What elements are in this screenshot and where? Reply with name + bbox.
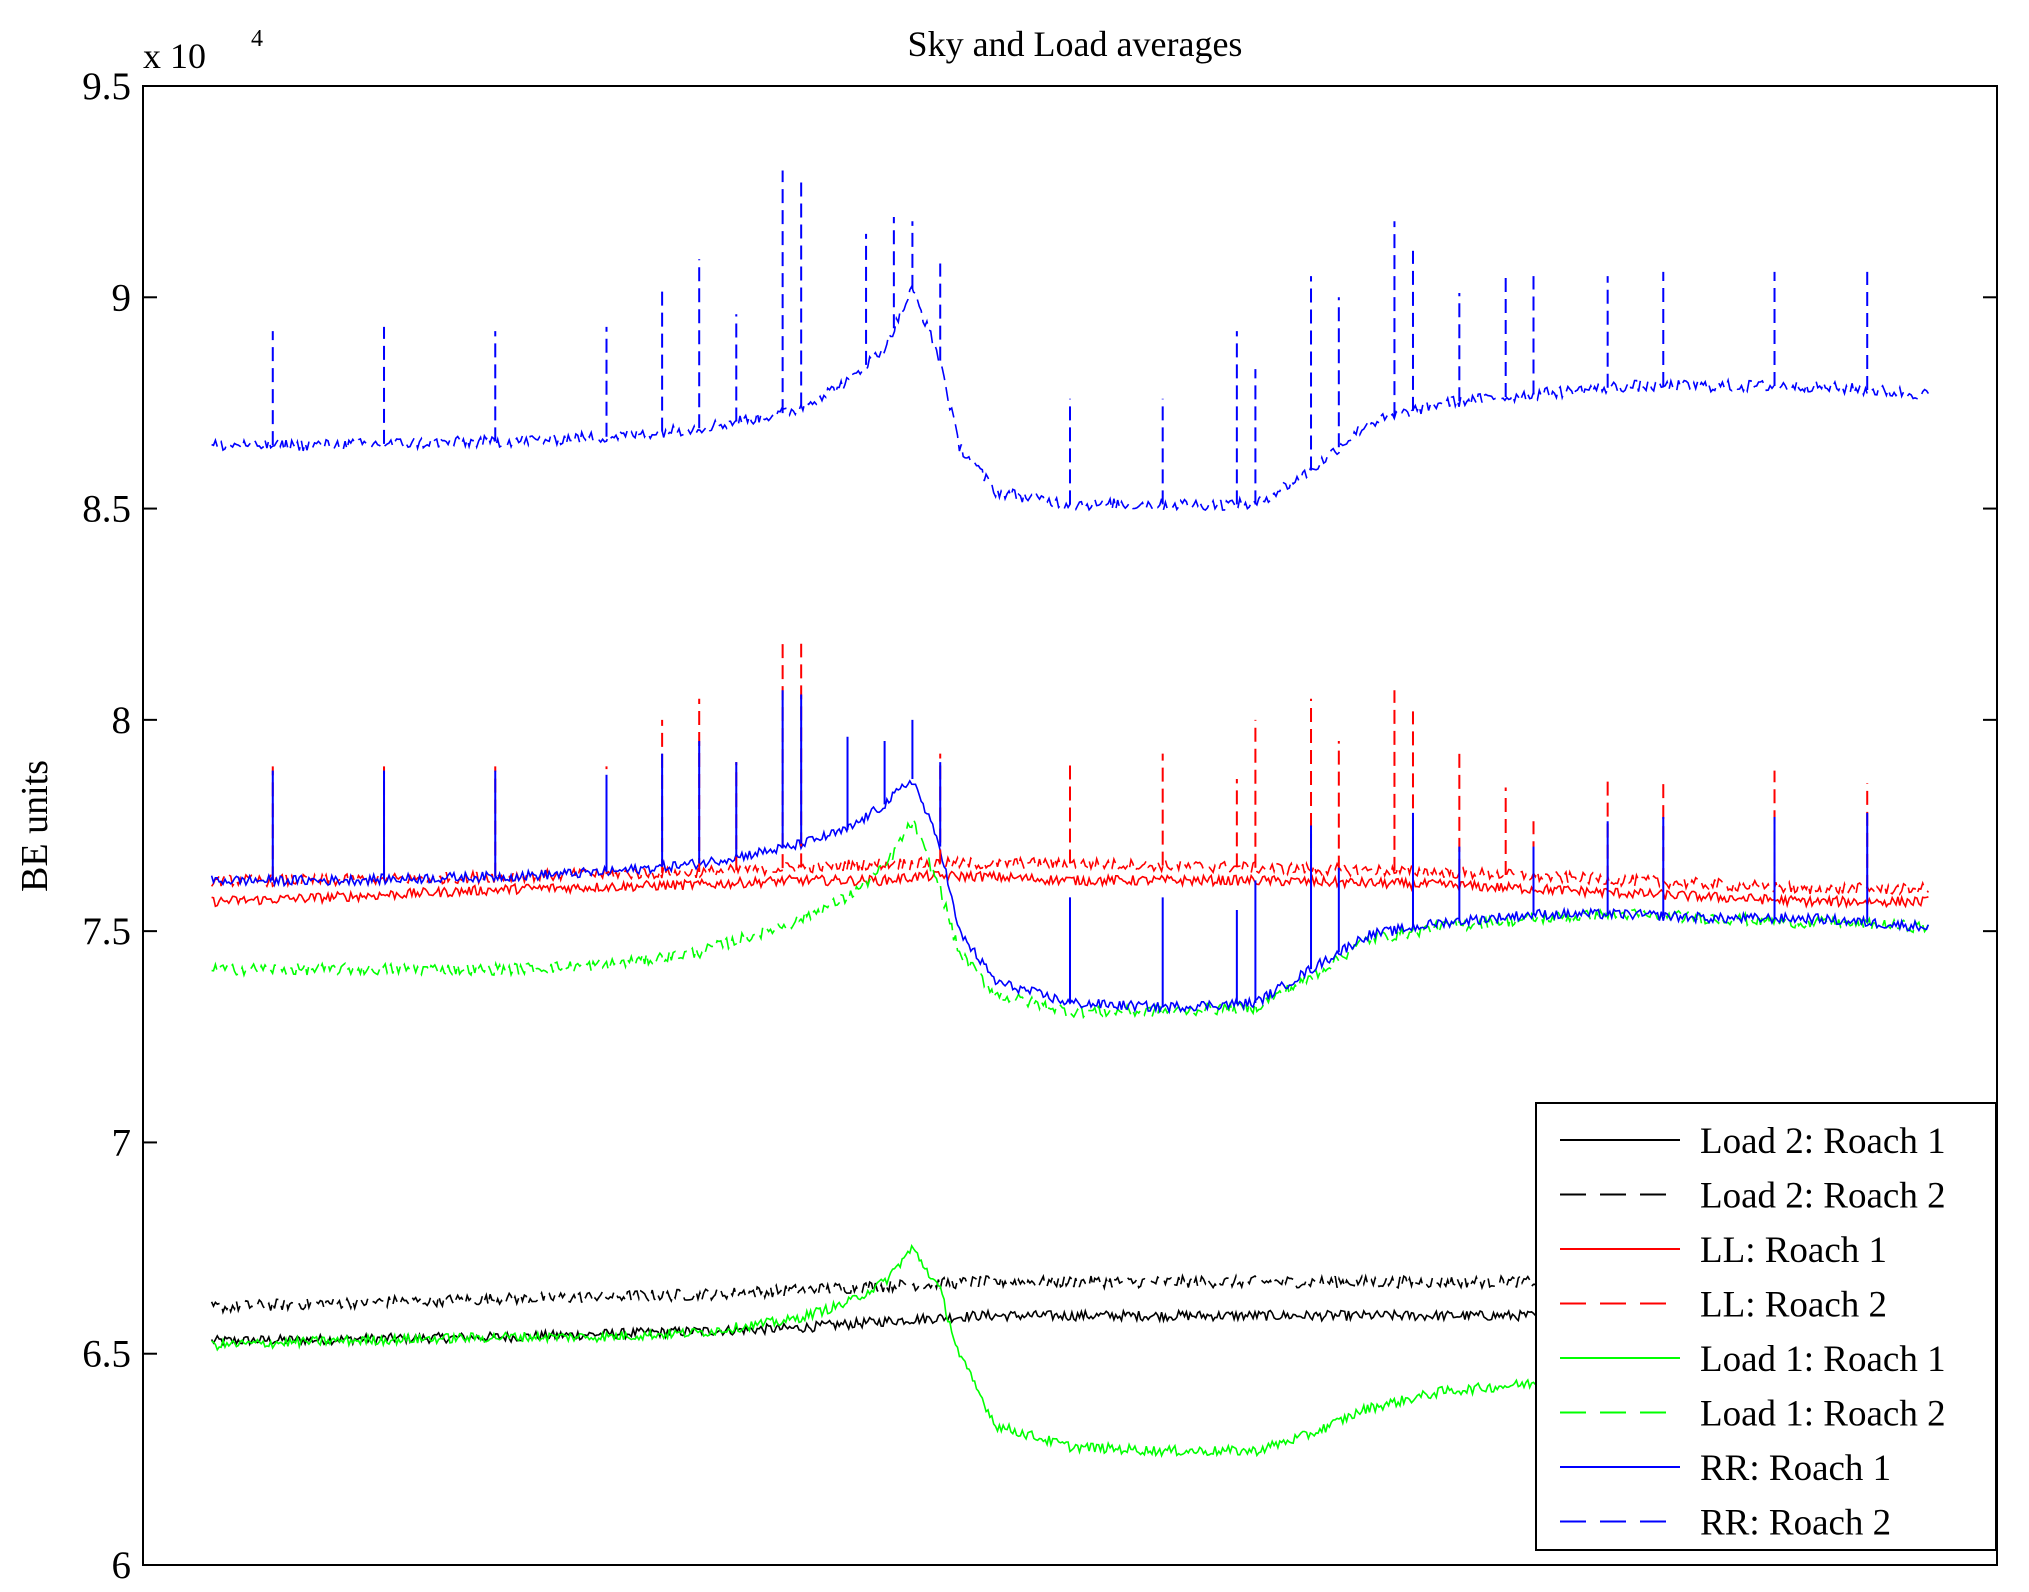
- legend-label: LL: Roach 1: [1700, 1230, 1887, 1271]
- y-exponent-base: x 10: [143, 36, 206, 76]
- y-tick-label: 6.5: [82, 1333, 131, 1376]
- series-line-rr-roach-1: [210, 779, 1930, 1015]
- y-tick-label: 8.5: [82, 488, 131, 531]
- chart-title: Sky and Load averages: [908, 24, 1243, 64]
- legend-box: [1535, 1102, 1997, 1551]
- y-tick-label: 9: [112, 276, 132, 319]
- y-exponent-power: 4: [251, 26, 263, 52]
- legend-label: RR: Roach 1: [1700, 1448, 1891, 1489]
- series-line-ll-roach-1: [211, 868, 1929, 909]
- legend-label: Load 2: Roach 2: [1700, 1176, 1946, 1217]
- legend-items: Load 2: Roach 1 Load 2: Roach 2 LL: Roach …: [1560, 1121, 1946, 1544]
- series-line-load-1-roach-2: [211, 816, 1930, 1020]
- legend-label: LL: Roach 2: [1700, 1285, 1887, 1326]
- legend-label: Load 2: Roach 1: [1700, 1121, 1946, 1162]
- legend: Load 2: Roach 1 Load 2: Roach 2 LL: Roach …: [1535, 1102, 1997, 1551]
- y-exponent: x 10 4: [143, 26, 263, 76]
- plot-frame: [142, 85, 1998, 1566]
- y-axis-label: BE units: [14, 760, 56, 892]
- y-tick-label: 7: [112, 1121, 132, 1164]
- y-tick-label: 6: [112, 1544, 132, 1587]
- legend-label: Load 1: Roach 2: [1700, 1394, 1946, 1435]
- legend-label: RR: Roach 2: [1700, 1503, 1891, 1544]
- y-tick-label: 7.5: [82, 910, 131, 953]
- legend-label: Load 1: Roach 1: [1700, 1339, 1946, 1380]
- y-tick-label: 8: [112, 699, 132, 742]
- y-tick-label: 9.5: [82, 65, 131, 108]
